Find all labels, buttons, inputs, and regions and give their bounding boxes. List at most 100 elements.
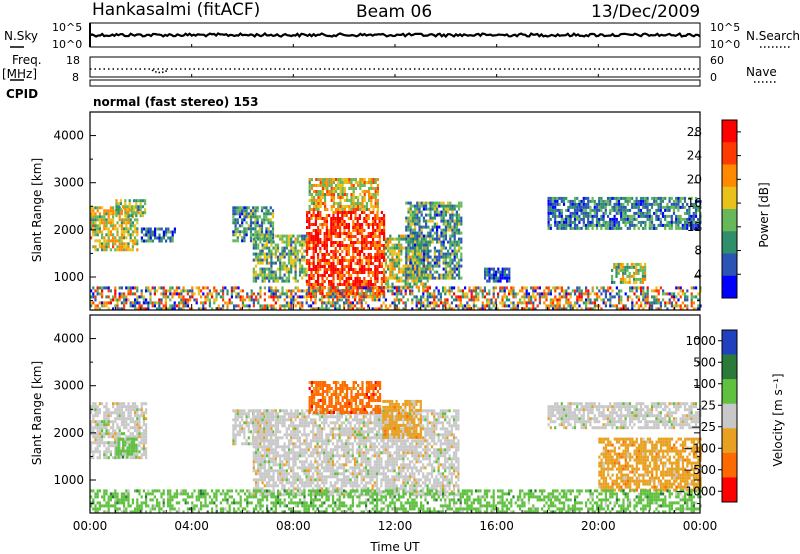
data-cell xyxy=(352,292,355,295)
data-cell xyxy=(107,295,110,299)
data-cell xyxy=(149,230,152,234)
data-cell xyxy=(341,277,344,280)
data-cell xyxy=(98,453,101,457)
data-cell xyxy=(384,270,387,274)
data-cell xyxy=(595,208,599,212)
data-cell xyxy=(615,226,618,230)
data-cell xyxy=(398,270,401,274)
colorbar-tick-label: 8 xyxy=(694,244,702,258)
data-cell xyxy=(690,295,693,299)
data-cell xyxy=(677,292,680,296)
data-cell xyxy=(279,261,282,265)
data-cell xyxy=(613,196,616,200)
data-cell xyxy=(398,289,401,293)
data-cell xyxy=(468,307,471,311)
data-cell xyxy=(389,249,392,253)
colorbar-swatch xyxy=(722,120,737,143)
data-cell xyxy=(119,455,122,459)
data-cell xyxy=(404,292,407,296)
data-cell xyxy=(358,307,361,311)
data-cell xyxy=(472,298,475,302)
data-cell xyxy=(398,240,401,244)
data-cell xyxy=(279,255,282,259)
data-cell xyxy=(374,271,377,274)
data-cell xyxy=(330,235,333,238)
data-cell xyxy=(272,295,275,299)
data-cell xyxy=(450,289,453,293)
data-cell xyxy=(451,252,454,256)
data-cell xyxy=(306,295,309,298)
data-cell xyxy=(429,264,432,268)
data-cell xyxy=(569,205,572,209)
data-cell xyxy=(246,295,249,299)
data-cell xyxy=(310,187,313,190)
data-cell xyxy=(567,217,570,221)
data-cell xyxy=(254,255,258,259)
data-cell xyxy=(492,304,495,308)
data-cell xyxy=(332,217,335,220)
data-cell xyxy=(358,301,361,305)
data-cell xyxy=(585,289,588,293)
data-cell xyxy=(444,237,447,241)
data-cell xyxy=(94,414,97,418)
data-cell xyxy=(94,227,97,231)
data-cell xyxy=(684,295,687,299)
noise-left-tick-top: 10^5 xyxy=(52,21,82,34)
data-cell xyxy=(356,232,359,235)
data-cell xyxy=(458,249,461,253)
data-cell xyxy=(461,292,464,296)
data-cell xyxy=(101,248,104,252)
data-cell xyxy=(506,267,509,271)
data-cell xyxy=(167,236,170,240)
data-cell xyxy=(624,211,627,215)
data-cell xyxy=(442,304,445,308)
data-cell xyxy=(670,301,673,305)
data-cell xyxy=(436,225,439,229)
data-cell xyxy=(191,292,194,296)
data-cell xyxy=(165,239,168,243)
data-cell xyxy=(640,301,643,305)
data-cell xyxy=(547,205,550,209)
data-cell xyxy=(567,301,570,305)
data-cell xyxy=(118,405,121,409)
data-cell xyxy=(438,213,441,217)
data-cell xyxy=(252,206,255,210)
data-cell xyxy=(378,244,381,247)
data-cell xyxy=(142,420,145,424)
data-cell xyxy=(319,205,322,208)
data-cell xyxy=(565,220,568,224)
data-cell xyxy=(325,253,328,256)
data-cell xyxy=(429,228,432,232)
data-cell xyxy=(374,256,377,259)
data-cell xyxy=(308,181,311,184)
data-cell xyxy=(398,307,401,311)
data-cell xyxy=(442,219,445,223)
data-cell xyxy=(94,426,97,430)
data-cell xyxy=(607,289,610,293)
data-cell xyxy=(354,280,357,283)
data-cell xyxy=(387,267,390,271)
data-cell xyxy=(317,205,320,208)
data-cell xyxy=(549,289,552,293)
data-cell xyxy=(127,215,130,219)
data-cell xyxy=(103,218,106,222)
data-cell xyxy=(582,205,585,209)
data-cell xyxy=(675,286,678,290)
data-cell xyxy=(136,295,139,299)
data-cell xyxy=(356,217,359,220)
data-cell xyxy=(367,232,370,235)
data-cell xyxy=(109,453,112,457)
data-cell xyxy=(587,223,590,227)
colorbar-tick-label: 4 xyxy=(694,267,702,281)
data-cell xyxy=(217,307,220,311)
data-cell xyxy=(650,205,654,209)
data-cell xyxy=(350,256,353,259)
data-cell xyxy=(365,208,368,211)
data-cell xyxy=(367,214,370,217)
data-cell xyxy=(442,231,445,235)
data-cell xyxy=(329,295,332,299)
data-cell xyxy=(387,279,390,283)
data-cell xyxy=(624,220,627,224)
data-cell xyxy=(422,252,425,256)
data-cell xyxy=(554,298,557,302)
